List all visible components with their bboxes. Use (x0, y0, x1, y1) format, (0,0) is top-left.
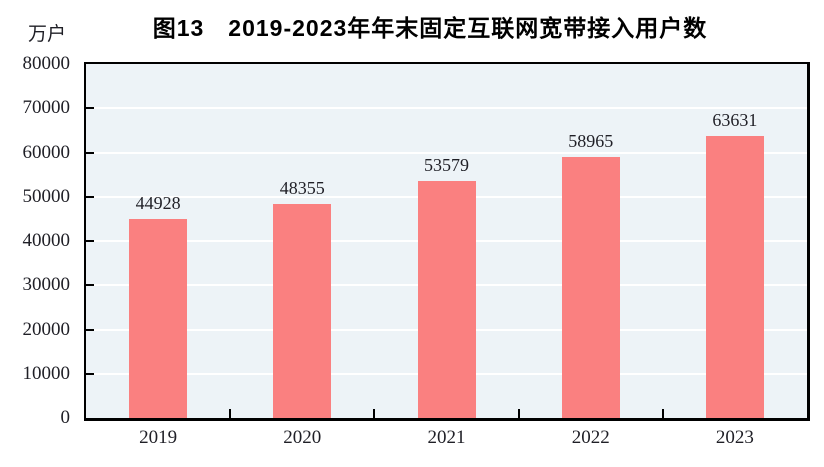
y-axis-tick-label: 40000 (22, 230, 71, 251)
gridline (86, 107, 807, 110)
y-axis-tick-label: 30000 (22, 274, 71, 296)
bar (561, 157, 620, 418)
chart-title: 图13 2019-2023年年末固定互联网宽带接入用户数 (152, 15, 708, 41)
y-axis-tick-label: 50000 (22, 185, 71, 207)
x-axis-category-label: 2023 (715, 427, 754, 448)
plot-area (84, 62, 810, 421)
y-axis-tick-label: 0 (60, 407, 71, 428)
y-axis-tick (86, 284, 94, 287)
bar-value-label: 58965 (568, 131, 614, 152)
y-axis-tick (86, 195, 94, 198)
x-axis-category-label: 2019 (139, 427, 178, 448)
x-axis-category-label: 2020 (283, 427, 322, 448)
x-axis-tick (229, 409, 232, 418)
bar-value-label: 63631 (712, 110, 758, 131)
y-axis-tick-label: 10000 (22, 362, 71, 384)
y-axis-tick-label: 20000 (22, 318, 71, 340)
bar (705, 136, 764, 418)
y-axis-tick (86, 372, 94, 375)
gridline (86, 151, 807, 154)
bar (273, 204, 332, 418)
y-axis-tick-label: 80000 (22, 53, 71, 74)
bar-value-label: 44928 (135, 193, 181, 214)
bar-value-label: 48355 (279, 178, 325, 199)
x-axis-tick (661, 409, 664, 418)
y-axis-tick (86, 328, 94, 331)
x-axis-category-label: 2021 (427, 427, 466, 448)
bar (129, 219, 188, 418)
y-axis-tick-label: 70000 (22, 97, 71, 119)
y-axis-tick-label: 60000 (22, 141, 71, 163)
bar-value-label: 53579 (424, 154, 469, 175)
y-axis-tick (86, 107, 94, 110)
y-axis-tick (86, 240, 94, 242)
y-axis-tick (86, 151, 94, 154)
x-axis-tick (517, 409, 520, 418)
x-axis-category-label: 2022 (571, 427, 610, 448)
x-axis-tick (373, 409, 376, 418)
y-axis-unit-label: 万户 (28, 24, 67, 45)
bar (417, 180, 476, 418)
